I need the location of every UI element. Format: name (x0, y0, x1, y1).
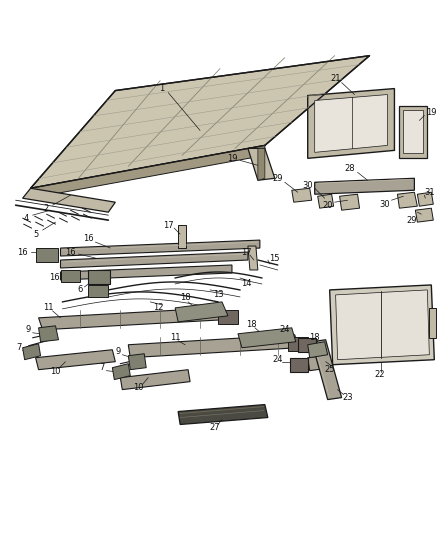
Text: 9: 9 (26, 325, 31, 334)
Text: 10: 10 (50, 367, 61, 376)
Bar (35, 248, 57, 262)
Text: 1: 1 (159, 84, 165, 93)
Text: 31: 31 (424, 188, 434, 197)
Text: 6: 6 (78, 286, 83, 294)
Text: 20: 20 (322, 201, 333, 209)
Text: 16: 16 (18, 247, 28, 256)
Text: 30: 30 (379, 200, 390, 209)
Polygon shape (339, 194, 360, 210)
Polygon shape (417, 192, 433, 206)
Text: 27: 27 (210, 423, 220, 432)
Polygon shape (60, 252, 248, 268)
Text: 13: 13 (213, 290, 223, 300)
Text: 7: 7 (16, 343, 21, 352)
Polygon shape (60, 265, 232, 280)
Text: 5: 5 (33, 230, 38, 239)
Text: 7: 7 (100, 363, 105, 372)
Bar (288, 337, 308, 351)
Polygon shape (31, 146, 265, 198)
Polygon shape (312, 340, 342, 400)
Text: 19: 19 (426, 108, 437, 117)
Polygon shape (336, 290, 429, 360)
Bar (290, 358, 308, 372)
Text: 29: 29 (272, 174, 283, 183)
Text: 24: 24 (279, 325, 290, 334)
Polygon shape (314, 94, 388, 152)
Polygon shape (175, 302, 228, 322)
Text: 19: 19 (227, 154, 237, 163)
Bar (88, 270, 110, 284)
Polygon shape (330, 285, 434, 365)
Polygon shape (399, 106, 427, 158)
Polygon shape (128, 335, 298, 358)
Text: 14: 14 (240, 279, 251, 288)
Text: 12: 12 (153, 303, 163, 312)
Text: 9: 9 (116, 347, 121, 356)
Text: 15: 15 (269, 254, 280, 263)
Text: 11: 11 (43, 303, 54, 312)
Text: 24: 24 (272, 355, 283, 364)
Polygon shape (308, 88, 395, 158)
Polygon shape (415, 208, 433, 222)
Polygon shape (292, 188, 312, 202)
Polygon shape (248, 148, 275, 180)
Polygon shape (178, 405, 268, 424)
Polygon shape (35, 350, 115, 370)
Bar (88, 285, 108, 297)
Bar (298, 338, 316, 352)
Text: 17: 17 (240, 247, 251, 256)
Polygon shape (308, 342, 328, 358)
Text: 22: 22 (374, 370, 385, 379)
Polygon shape (120, 370, 190, 390)
Text: 2: 2 (43, 204, 48, 213)
Text: 16: 16 (49, 273, 60, 282)
Polygon shape (23, 344, 41, 360)
Polygon shape (314, 178, 414, 194)
Polygon shape (318, 194, 334, 208)
Text: 11: 11 (170, 333, 180, 342)
Polygon shape (403, 110, 424, 154)
Text: 10: 10 (133, 383, 144, 392)
Polygon shape (258, 148, 265, 180)
Text: 18: 18 (309, 333, 320, 342)
Bar (60, 270, 81, 282)
Text: 4: 4 (24, 214, 29, 223)
Polygon shape (39, 326, 59, 342)
Bar (218, 310, 238, 324)
Polygon shape (23, 188, 115, 212)
Text: 28: 28 (344, 164, 355, 173)
Text: 18: 18 (180, 293, 191, 302)
Polygon shape (39, 308, 222, 330)
Text: 29: 29 (406, 216, 417, 224)
Text: 18: 18 (247, 320, 257, 329)
Polygon shape (178, 225, 186, 248)
Text: 25: 25 (325, 365, 335, 374)
Polygon shape (308, 355, 332, 370)
Text: 16: 16 (83, 233, 94, 243)
Polygon shape (60, 240, 260, 256)
Polygon shape (128, 354, 146, 370)
Polygon shape (248, 246, 258, 270)
Text: 23: 23 (342, 393, 353, 402)
Text: 16: 16 (65, 247, 76, 256)
Polygon shape (31, 55, 370, 188)
Text: 17: 17 (163, 221, 173, 230)
Text: 30: 30 (302, 181, 313, 190)
Polygon shape (397, 192, 417, 208)
Polygon shape (429, 308, 436, 338)
Polygon shape (112, 364, 130, 379)
Polygon shape (238, 328, 296, 348)
Text: 21: 21 (330, 74, 341, 83)
